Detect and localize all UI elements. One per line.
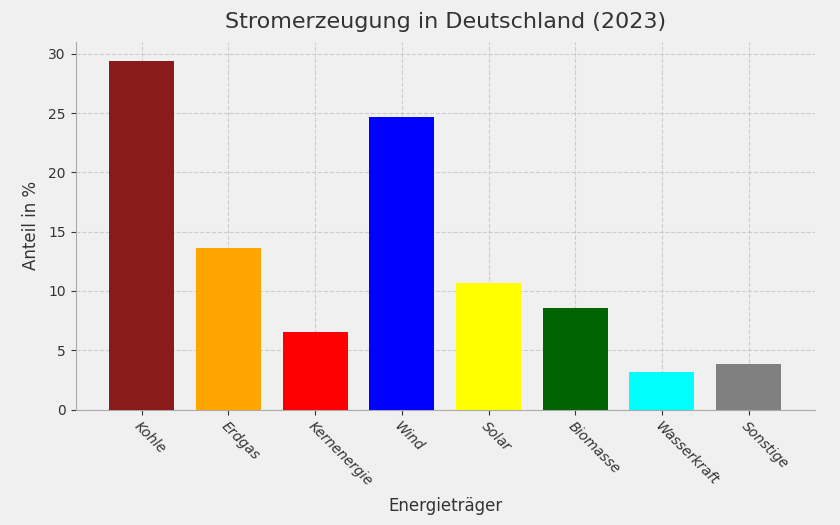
Bar bbox=[370, 117, 434, 410]
X-axis label: Energieträger: Energieträger bbox=[388, 497, 502, 515]
Bar bbox=[543, 308, 608, 410]
Bar bbox=[196, 248, 261, 410]
Bar bbox=[629, 372, 695, 410]
Y-axis label: Anteil in %: Anteil in % bbox=[22, 181, 40, 270]
Bar bbox=[456, 282, 521, 410]
Bar bbox=[717, 364, 781, 410]
Title: Stromerzeugung in Deutschland (2023): Stromerzeugung in Deutschland (2023) bbox=[224, 12, 666, 32]
Bar bbox=[109, 61, 174, 410]
Bar bbox=[282, 332, 348, 410]
